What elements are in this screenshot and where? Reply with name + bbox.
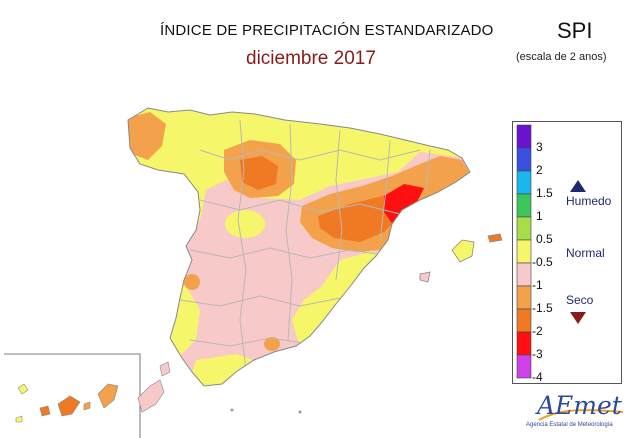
legend-label: -4 <box>532 370 543 384</box>
legend-label: 2 <box>536 163 543 177</box>
legend-label: 0.5 <box>536 232 553 246</box>
legend-label: 1 <box>536 209 543 223</box>
legend-label: -1 <box>532 278 543 292</box>
aemet-logo-text: AEmet <box>537 391 622 420</box>
legend-normal-label: Normal <box>566 246 605 260</box>
legend-swatch <box>516 262 532 287</box>
legend-swatch <box>516 170 532 195</box>
legend-swatch <box>516 216 532 241</box>
legend-swatch <box>516 124 532 149</box>
aemet-logo-tagline: Agencia Estatal de Meteorología <box>526 422 613 428</box>
balearic-islands <box>419 233 503 283</box>
legend-colorbar <box>516 124 532 379</box>
legend-humid-label: Humedo <box>566 194 612 208</box>
dry-down-triangle-icon <box>570 312 586 324</box>
legend-label: 1.5 <box>536 186 553 200</box>
legend-swatch <box>516 331 532 356</box>
legend-label: -3 <box>532 347 543 361</box>
legend-label: -0.5 <box>532 255 553 269</box>
aemet-logo-icon <box>538 409 624 421</box>
legend-swatch <box>516 354 532 379</box>
humid-up-triangle-icon <box>570 180 586 192</box>
scale-note: (escala de 2 anos) <box>516 51 607 63</box>
legend-swatch <box>516 239 532 264</box>
legend-label: -1.5 <box>532 301 553 315</box>
legend-swatch <box>516 193 532 218</box>
map-subtitle: diciembre 2017 <box>246 48 376 69</box>
index-name: SPI <box>557 18 593 43</box>
legend-swatch <box>516 308 532 333</box>
legend-swatch <box>516 285 532 310</box>
legend-label: -2 <box>532 324 543 338</box>
canary-islands-inset <box>4 353 171 438</box>
map-title: ÍNDICE DE PRECIPITACIÓN ESTANDARIZADO <box>160 22 494 39</box>
legend-swatch <box>516 147 532 172</box>
legend-label: 3 <box>536 140 543 154</box>
legend-dry-label: Seco <box>566 293 594 307</box>
legend-box <box>512 121 622 384</box>
